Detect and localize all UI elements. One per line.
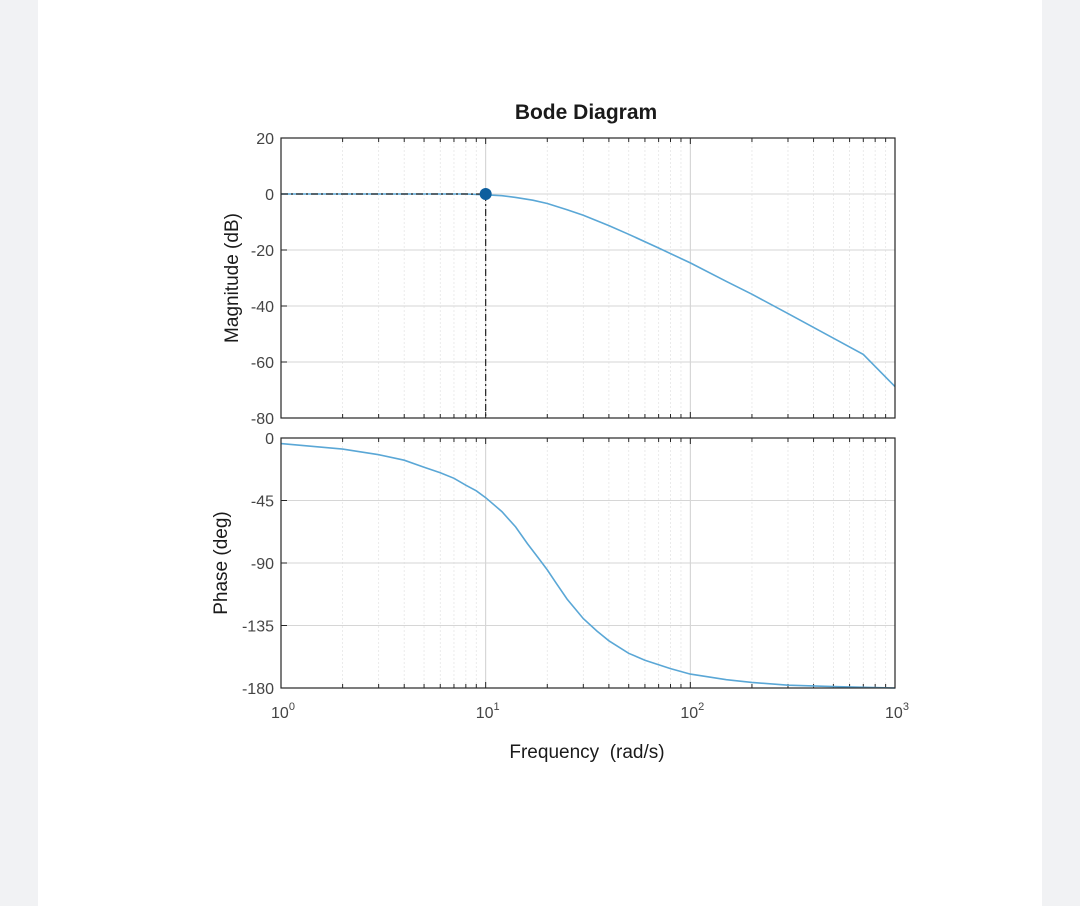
phase-y-ticks: 0 -45 -90 -135 -180: [242, 431, 287, 698]
phase-plot: 0 -45 -90 -135 -180 Phase (deg): [211, 431, 896, 698]
x-tick-label: 101: [476, 701, 500, 722]
y-tick-label: 0: [265, 431, 274, 448]
phase-y-label: Phase (deg): [211, 511, 232, 615]
magnitude-grid: [280, 137, 895, 419]
magnitude-plot: 20 0 -20 -40 -60 -80 Magnitude (dB): [222, 131, 896, 428]
y-tick-label: -20: [251, 243, 274, 260]
magnitude-line: [281, 193, 896, 388]
magnitude-marker-point[interactable]: [479, 188, 492, 200]
magnitude-y-ticks: 20 0 -20 -40 -60 -80: [251, 131, 287, 428]
phase-line: [280, 442, 896, 689]
magnitude-plot-area: [281, 138, 895, 418]
page: Bode Diagram 20 0 -20 -40 -60 -80 Magnitude (…: [38, 0, 1042, 906]
frequency-x-ticks: 100 101 102 103: [271, 701, 909, 722]
y-tick-label: -135: [242, 619, 274, 636]
x-tick-label: 102: [680, 701, 704, 722]
chart-title: Bode Diagram: [515, 101, 657, 124]
y-tick-label: -80: [251, 411, 274, 428]
x-tick-label: 103: [885, 701, 909, 722]
y-tick-label: -90: [251, 556, 274, 573]
magnitude-y-label: Magnitude (dB): [222, 213, 243, 343]
bode-chart: Bode Diagram 20 0 -20 -40 -60 -80 Magnitude (…: [211, 101, 909, 763]
x-tick-label: 100: [271, 701, 295, 722]
y-tick-label: -180: [242, 681, 274, 698]
y-tick-label: 20: [256, 131, 274, 148]
y-tick-label: -60: [251, 355, 274, 372]
y-tick-label: -40: [251, 299, 274, 316]
y-tick-label: 0: [265, 187, 274, 204]
y-tick-label: -45: [251, 494, 274, 511]
x-axis-label: Frequency (rad/s): [509, 742, 664, 763]
magnitude-axes-box: [280, 137, 896, 419]
